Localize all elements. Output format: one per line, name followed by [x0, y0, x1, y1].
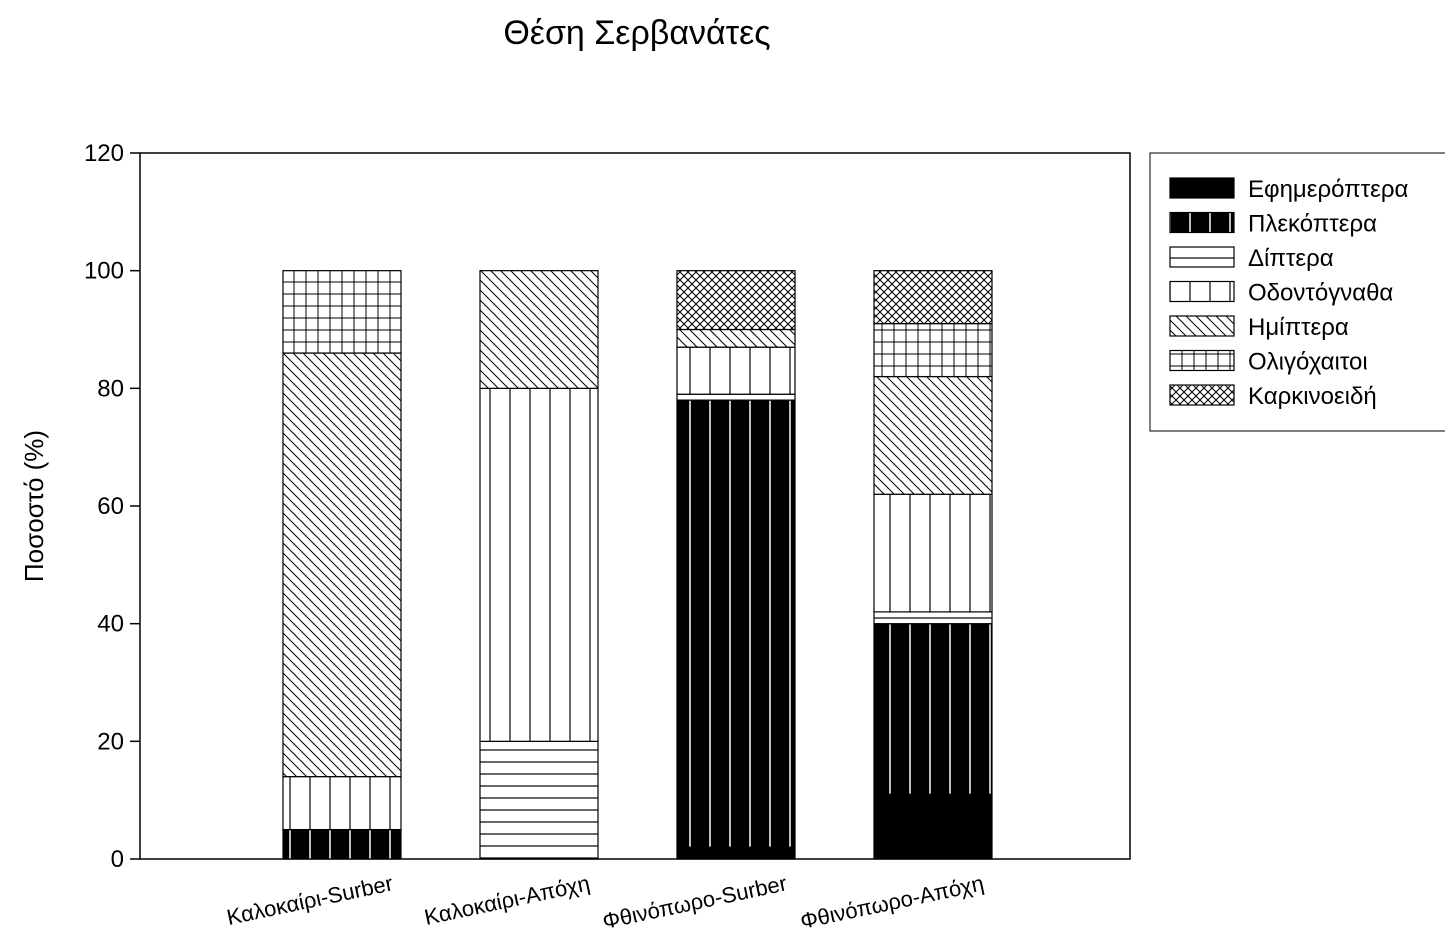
legend-swatch	[1169, 349, 1235, 372]
y-tick-label: 120	[84, 140, 124, 167]
legend-label: Οδοντόγναθα	[1248, 280, 1393, 307]
x-category-label: Φθινόπωρο-Απόχη	[798, 870, 986, 933]
y-axis-label: Ποσοστό (%)	[19, 430, 49, 582]
bar-segment	[282, 828, 402, 860]
legend-swatch	[1169, 384, 1235, 406]
bar-segment	[479, 270, 599, 389]
y-tick-label: 60	[97, 493, 124, 520]
bar-segment	[676, 846, 796, 860]
bar-segment	[873, 793, 993, 860]
x-axis-categories: Καλοκαίρι-Surber Καλοκαίρι-Απόχη Φθινόπωρο…	[224, 870, 986, 933]
y-tick-label: 100	[84, 258, 124, 285]
legend-label: Ημίπτερα	[1248, 314, 1349, 341]
legend-swatch	[1169, 280, 1235, 303]
bar-segment	[479, 387, 599, 742]
bar-segment	[676, 399, 796, 848]
bar-segment	[282, 270, 402, 354]
bar-segment	[676, 346, 796, 395]
legend-label: Δίπτερα	[1248, 245, 1334, 272]
y-tick-label: 40	[97, 611, 124, 638]
legend-label: Ολιγόχαιτοι	[1248, 349, 1368, 376]
x-category-label: Φθινόπωρο-Surber	[600, 870, 789, 933]
x-category-label: Καλοκαίρι-Απόχη	[422, 870, 592, 929]
bar-segment	[676, 328, 796, 348]
bar-segment	[873, 270, 993, 325]
y-axis: 0 20 40 60 80 100 120	[84, 140, 140, 873]
legend-label: Καρκινοειδή	[1248, 383, 1377, 410]
legend-swatch	[1169, 211, 1235, 234]
bars	[282, 270, 993, 860]
bar-segment	[873, 623, 993, 795]
bar-segment	[873, 611, 993, 625]
legend-swatch	[1169, 315, 1235, 337]
legend: Εφημερόπτερα Πλεκόπτερα Δίπτερα Οδοντόγναθα…	[1169, 176, 1408, 410]
y-tick-label: 80	[97, 375, 124, 402]
legend-label: Πλεκόπτερα	[1248, 211, 1377, 238]
chart-title: Θέση Σερβανάτες	[503, 14, 770, 52]
bar-segment	[676, 393, 796, 401]
y-tick-label: 20	[97, 728, 124, 755]
bar-segment	[282, 776, 402, 831]
legend-swatch	[1169, 246, 1235, 268]
bar-segment	[676, 270, 796, 331]
bar-segment	[873, 323, 993, 378]
bar-segment	[873, 375, 993, 495]
legend-swatch	[1169, 177, 1235, 199]
bar-segment	[282, 352, 402, 778]
legend-label: Εφημερόπτερα	[1248, 176, 1408, 203]
bar-segment	[479, 740, 599, 860]
x-category-label: Καλοκαίρι-Surber	[224, 870, 395, 930]
y-tick-label: 0	[111, 846, 124, 873]
bar-segment	[873, 493, 993, 613]
